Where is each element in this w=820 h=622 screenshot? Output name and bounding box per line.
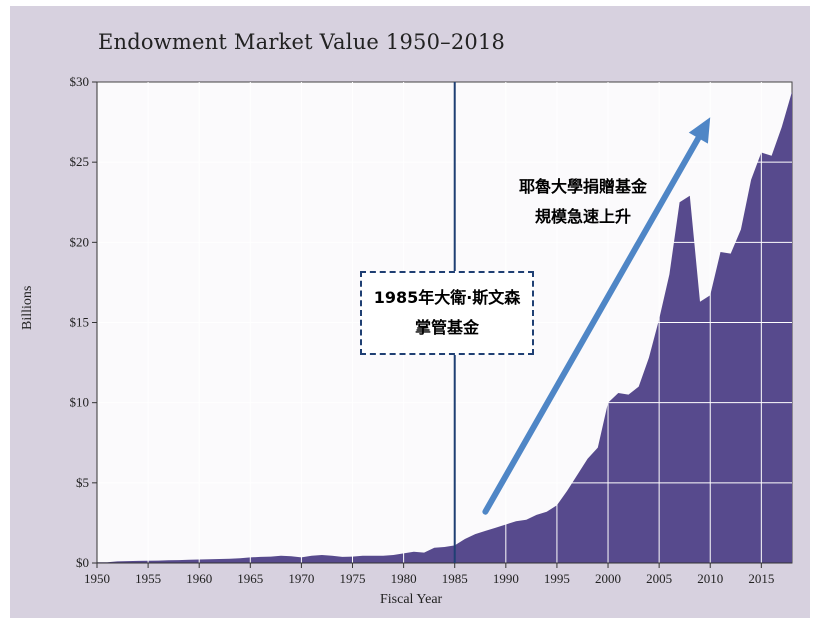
x-axis-label: Fiscal Year — [380, 592, 443, 607]
x-tick-label-2015: 2015 — [748, 571, 774, 586]
x-tick-label-1990: 1990 — [493, 571, 519, 586]
x-tick-label-2000: 2000 — [595, 571, 621, 586]
growth-arrow-shaft — [482, 135, 702, 515]
y-tick-label-25: $25 — [70, 154, 90, 169]
y-tick-label-0: $0 — [76, 555, 89, 570]
x-tick-label-2010: 2010 — [697, 571, 723, 586]
y-tick-label-10: $10 — [70, 395, 90, 410]
y-tick-label-20: $20 — [70, 234, 90, 249]
y-tick-label-5: $5 — [76, 475, 89, 490]
growth-arrow-head — [688, 117, 711, 144]
x-tick-label-1985: 1985 — [442, 571, 468, 586]
annotation-growth-line2: 規模急速上升 — [534, 207, 631, 226]
x-tick-label-2005: 2005 — [646, 571, 672, 586]
x-tick-label-1965: 1965 — [237, 571, 263, 586]
area-series-market-value — [97, 91, 792, 563]
x-tick-label-1970: 1970 — [288, 571, 314, 586]
x-tick-label-1995: 1995 — [544, 571, 570, 586]
annotation-growth-line1: 耶魯大學捐贈基金 — [518, 177, 647, 196]
x-tick-label-1955: 1955 — [135, 571, 161, 586]
x-tick-label-1950: 1950 — [84, 571, 110, 586]
x-tick-label-1980: 1980 — [391, 571, 417, 586]
y-tick-label-30: $30 — [70, 74, 90, 89]
y-tick-label-15: $15 — [70, 315, 90, 330]
annotation-swensen-line1: 1985年大衛·斯文森 — [373, 288, 521, 307]
x-tick-label-1960: 1960 — [186, 571, 212, 586]
x-tick-label-1975: 1975 — [340, 571, 366, 586]
chart-title: Endowment Market Value 1950–2018 — [98, 30, 506, 54]
annotation-growth: 耶魯大學捐贈基金 規模急速上升 — [508, 172, 658, 232]
annotation-swensen-box: 1985年大衛·斯文森 掌管基金 — [360, 271, 534, 355]
annotation-swensen-line2: 掌管基金 — [414, 318, 479, 337]
